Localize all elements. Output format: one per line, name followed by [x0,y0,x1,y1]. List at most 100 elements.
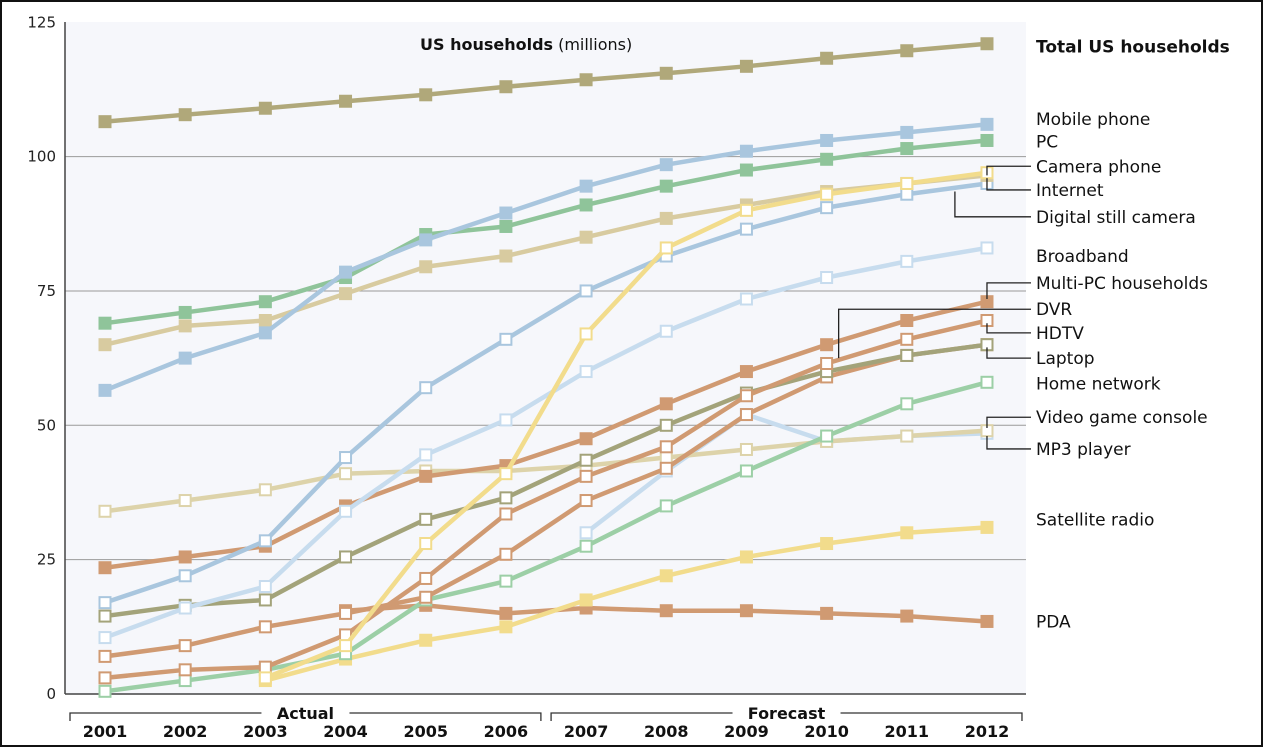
data-point [980,117,994,131]
data-point [178,351,192,365]
data-point [820,606,834,620]
data-point [98,596,112,610]
series-line [104,380,988,694]
data-point [419,571,433,585]
data-point [499,491,513,505]
data-point [178,108,192,122]
series-line [264,525,988,683]
data-point [900,314,914,328]
data-point [499,219,513,233]
data-point [980,37,994,51]
data-point [739,203,753,217]
data-point [739,550,753,564]
data-point [900,609,914,623]
y-tick-label: 75 [37,282,56,300]
data-point [419,633,433,647]
data-point [820,201,834,215]
leader-line [986,323,1031,334]
data-point [900,348,914,362]
x-tick-label: 2003 [243,722,288,741]
series-line [104,342,988,619]
data-point [579,432,593,446]
y-tick-label: 0 [46,685,56,703]
data-point [258,326,272,340]
data-point [258,101,272,115]
y-axis: 0 25 50 75 100 125 [27,13,56,703]
y-tick-label: 50 [37,416,56,434]
y-tick-label: 25 [37,551,56,569]
data-point [739,408,753,422]
data-point [739,144,753,158]
data-point [178,639,192,653]
data-point [178,319,192,333]
data-point [980,295,994,309]
data-point [339,94,353,108]
data-point [659,158,673,172]
y-tick-label: 125 [27,13,56,31]
data-point [98,115,112,129]
chart-title: US households (millions) [420,35,632,54]
data-point [579,494,593,508]
leader-line [986,436,1031,450]
series-group [98,37,994,698]
series-label: Video game console [1036,408,1208,428]
data-point [659,569,673,583]
series-label: Satellite radio [1036,510,1154,530]
data-point [258,593,272,607]
data-point [579,526,593,540]
data-point [659,499,673,513]
series-label: PC [1036,133,1058,153]
series-label: Camera phone [1036,157,1161,177]
data-point [98,504,112,518]
period-bracket: Actual [69,704,542,723]
data-point [579,73,593,87]
series-line [104,428,988,514]
x-tick-label: 2012 [965,722,1010,741]
data-point [739,464,753,478]
x-tick-label: 2008 [644,722,689,741]
data-point [659,451,673,465]
data-point [579,593,593,607]
data-point [258,620,272,634]
data-point [900,332,914,346]
data-point [659,604,673,618]
data-point [339,451,353,465]
data-point [499,574,513,588]
data-point [820,152,834,166]
y-tick-label: 100 [27,148,56,166]
series-line [104,138,988,326]
series-mobile-phone [98,117,994,397]
data-point [419,233,433,247]
data-point [419,448,433,462]
data-point [980,520,994,534]
data-point [258,580,272,594]
data-point [419,381,433,395]
data-point [419,469,433,483]
data-point [900,429,914,443]
data-point [659,418,673,432]
series-label: Broadband [1036,247,1129,267]
series-line [104,41,988,124]
data-point [659,397,673,411]
leader-line [986,416,1031,428]
data-point [499,606,513,620]
chart-title-unit: (millions) [558,35,632,54]
data-point [178,569,192,583]
data-point [820,133,834,147]
data-point [98,338,112,352]
data-point [178,494,192,508]
data-point [659,66,673,80]
data-point [258,671,272,685]
data-point [820,187,834,201]
series-label: Multi-PC households [1036,274,1208,294]
data-point [659,179,673,193]
series-label: MP3 player [1036,440,1131,460]
period-bracket: Forecast [550,704,1023,723]
x-tick-label: 2011 [885,722,930,741]
data-point [258,660,272,674]
data-point [579,198,593,212]
data-point [980,375,994,389]
series-dvr [98,314,994,685]
data-point [739,389,753,403]
x-tick-label: 2004 [323,722,368,741]
